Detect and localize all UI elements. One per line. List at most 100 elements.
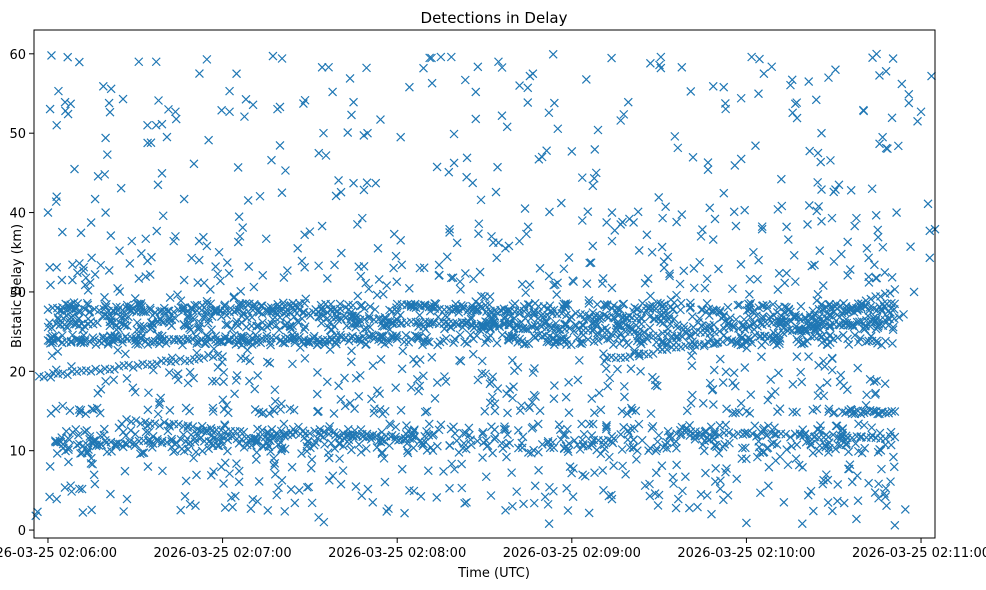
- data-point: [68, 260, 77, 270]
- data-point: [357, 491, 367, 501]
- data-point: [270, 469, 280, 479]
- data-point: [342, 321, 352, 331]
- data-point: [120, 349, 130, 359]
- data-point: [688, 346, 698, 355]
- data-point: [473, 375, 483, 385]
- data-point: [340, 401, 350, 411]
- data-point: [584, 296, 594, 305]
- data-point: [764, 462, 774, 472]
- data-point: [90, 270, 100, 279]
- data-point: [701, 426, 711, 436]
- data-point: [186, 325, 196, 335]
- data-point: [577, 173, 587, 183]
- data-point: [583, 207, 593, 217]
- data-point: [272, 428, 281, 438]
- data-point: [530, 298, 540, 308]
- data-point: [865, 374, 875, 384]
- data-point: [389, 229, 399, 239]
- data-point: [404, 283, 414, 293]
- data-point: [318, 432, 328, 442]
- data-point: [280, 338, 290, 348]
- data-point: [171, 231, 180, 241]
- data-point: [276, 426, 286, 436]
- data-point: [153, 180, 163, 190]
- data-point: [462, 338, 472, 348]
- data-point: [65, 406, 75, 416]
- data-point: [644, 446, 653, 456]
- data-point: [361, 339, 371, 349]
- data-point: [316, 318, 326, 328]
- data-point: [562, 320, 572, 329]
- data-point: [264, 320, 274, 330]
- data-point: [323, 322, 333, 332]
- data-point: [223, 446, 232, 456]
- data-point: [222, 258, 232, 268]
- data-point: [823, 498, 833, 508]
- data-point: [805, 436, 815, 446]
- data-point: [654, 490, 664, 500]
- y-tick-label: 20: [9, 365, 26, 380]
- data-point: [869, 313, 878, 323]
- data-point: [231, 319, 241, 329]
- data-point: [122, 321, 132, 331]
- data-point: [490, 406, 500, 416]
- data-point: [653, 331, 663, 341]
- data-point: [173, 375, 183, 385]
- data-point: [346, 445, 356, 455]
- data-point: [867, 423, 877, 433]
- data-point: [878, 242, 888, 252]
- data-point: [477, 368, 487, 378]
- data-point: [204, 135, 214, 145]
- data-point: [138, 448, 147, 458]
- data-point: [567, 147, 577, 156]
- data-point: [133, 340, 143, 349]
- data-point: [175, 354, 185, 364]
- data-point: [109, 334, 119, 344]
- data-point: [165, 313, 174, 323]
- data-point: [54, 86, 63, 96]
- data-point: [436, 420, 446, 430]
- data-point: [566, 340, 576, 350]
- data-point: [602, 302, 611, 312]
- data-point: [294, 299, 304, 308]
- data-point: [585, 258, 595, 268]
- data-point: [704, 304, 714, 314]
- data-point: [478, 453, 487, 462]
- data-point: [326, 438, 336, 448]
- data-point: [745, 408, 755, 418]
- data-point: [702, 491, 712, 500]
- data-point: [588, 181, 598, 191]
- data-point: [751, 141, 760, 151]
- data-point: [869, 260, 879, 270]
- data-point: [271, 333, 281, 343]
- data-point: [116, 183, 126, 193]
- data-point: [540, 316, 550, 326]
- data-point: [145, 270, 155, 279]
- data-point: [277, 188, 287, 198]
- data-point: [238, 223, 248, 233]
- data-point: [409, 354, 418, 364]
- data-point: [574, 355, 584, 365]
- data-point: [511, 333, 521, 343]
- data-point: [916, 107, 926, 117]
- data-point: [671, 503, 681, 513]
- data-point: [403, 448, 413, 458]
- data-point: [351, 373, 361, 383]
- data-point: [819, 391, 829, 401]
- data-point: [265, 358, 275, 368]
- data-point: [106, 231, 116, 241]
- data-point: [786, 432, 795, 442]
- data-point: [460, 337, 470, 347]
- data-point: [826, 155, 835, 165]
- data-point: [827, 213, 837, 223]
- data-point: [821, 430, 831, 440]
- data-point: [281, 166, 290, 175]
- data-point: [385, 317, 395, 326]
- data-point: [652, 381, 662, 391]
- data-point: [265, 337, 275, 347]
- data-point: [710, 427, 719, 437]
- data-point: [738, 443, 747, 453]
- data-point: [162, 132, 172, 142]
- data-point: [645, 443, 655, 453]
